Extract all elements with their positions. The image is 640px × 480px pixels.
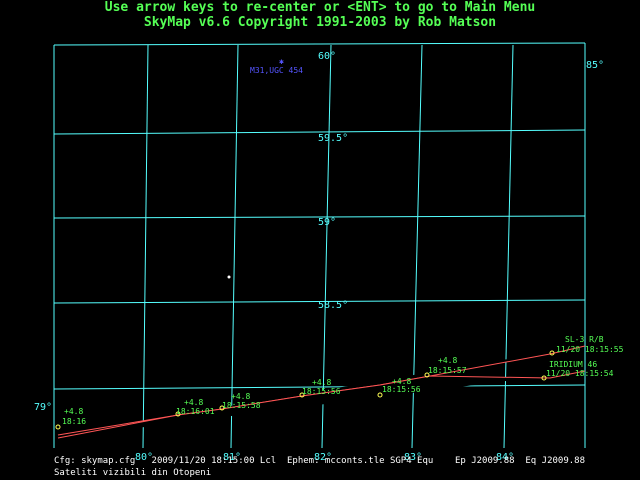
ra-label-82: 82° (314, 452, 332, 463)
satellite-mag: +4.8 (231, 392, 250, 401)
satellite-time: 18:15:58 (222, 401, 261, 410)
satellite-name: SL-3 R/B (565, 335, 604, 344)
satellite-time: 18:15:56 (302, 387, 341, 396)
satellite-time: 18:15:56 (382, 385, 421, 394)
satellite-timestamp: 11/20 18:15:54 (546, 369, 614, 378)
satellite-marker[interactable] (299, 392, 305, 398)
satellite-mag: +4.8 (312, 378, 331, 387)
copyright-text: SkyMap v6.6 Copyright 1991-2003 by Rob M… (143, 15, 497, 30)
status-line-2: Sateliti vizibili din Otopeni (54, 468, 212, 478)
ra-label-84: 84° (496, 452, 514, 463)
satellite-mag: +4.8 (64, 407, 83, 416)
ra-label-79: 79° (34, 402, 52, 413)
epoch-line: Ep J2009.88 Eq J2009.88 (454, 456, 585, 466)
satellite-mag: +4.8 (184, 398, 203, 407)
satellite-time: 18:15:57 (428, 366, 467, 375)
dec-label-59: 59° (318, 217, 336, 228)
satellite-marker[interactable] (175, 411, 181, 417)
satellite-time: 18:16 (62, 417, 86, 426)
dec-label-60: 60° (318, 51, 336, 62)
dec-label-59-5: 59.5° (318, 133, 348, 144)
ra-label-83: 83° (404, 452, 422, 463)
star-icon (227, 275, 231, 279)
object-label: M31,UGC 454 (250, 66, 303, 75)
ra-label-85: 85° (586, 60, 604, 71)
satellite-marker[interactable] (541, 375, 547, 381)
satellite-marker[interactable] (219, 405, 225, 411)
instruction-text: Use arrow keys to re-center or <ENT> to … (104, 0, 536, 15)
object-marker[interactable]: ✱ M31,UGC 454 (250, 57, 303, 75)
satellite-marker[interactable] (55, 424, 61, 430)
ra-label-80: 80° (135, 452, 153, 463)
satellite-marker[interactable] (549, 350, 555, 356)
status-line: Cfg: skymap.cfg 2009/11/20 18:15:00 Lcl … (54, 456, 434, 466)
satellite-tracks (57, 345, 586, 439)
satellite-marker[interactable] (424, 372, 430, 378)
satellite-time: 18:16:01 (176, 407, 215, 416)
satellite-timestamp: 11/20 18:15:55 (556, 345, 624, 354)
grid-lines (53, 42, 586, 449)
star-icon: ✱ (279, 57, 284, 66)
satellite-mag: +4.8 (392, 377, 411, 386)
dec-label-58-5: 58.5° (318, 300, 348, 311)
satellite-name: IRIDIUM 46 (549, 360, 597, 369)
ra-label-81: 81° (223, 452, 241, 463)
satellite-mag: +4.8 (438, 356, 457, 365)
header: Use arrow keys to re-center or <ENT> to … (0, 0, 640, 30)
satellite-marker[interactable] (377, 392, 383, 398)
